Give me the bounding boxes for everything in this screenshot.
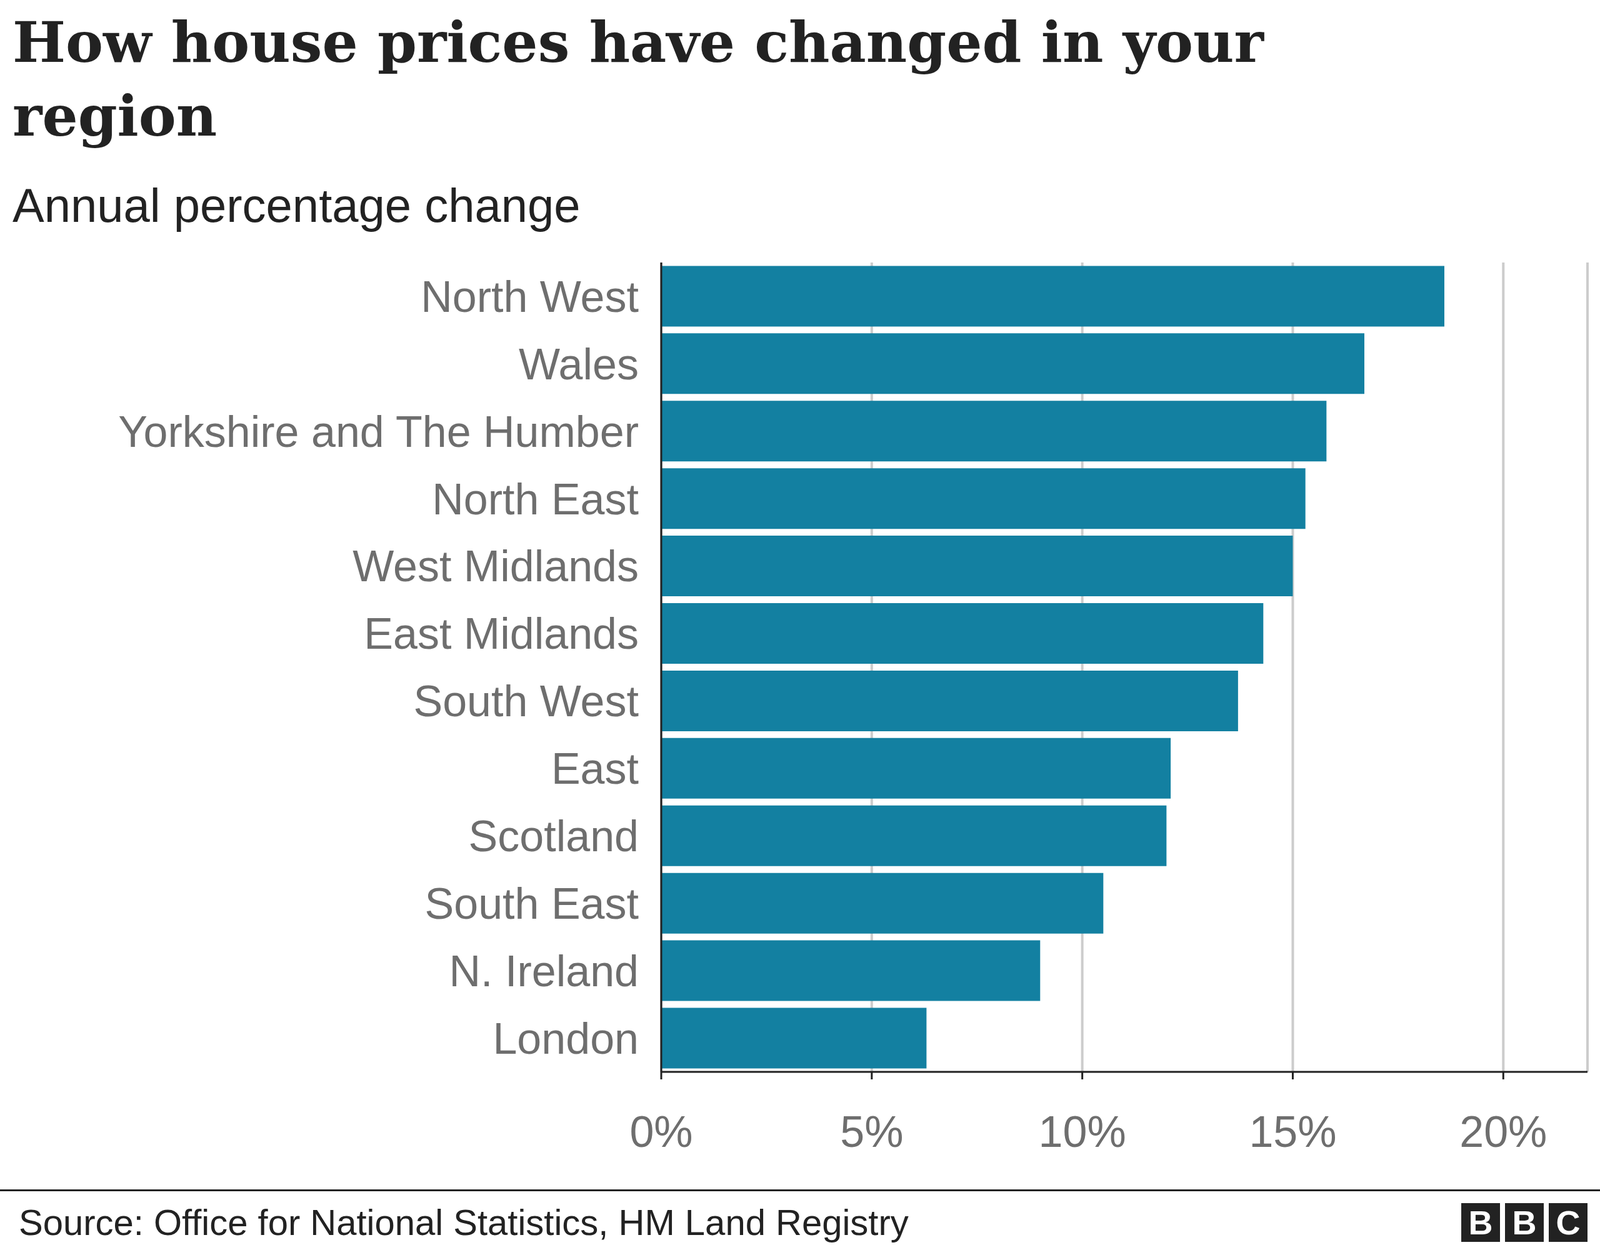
svg-text:South West: South West (413, 676, 639, 726)
html-text:How house prices have changed: How house prices have changed in your re… (12, 8, 1264, 149)
svg-text:North East: North East (431, 475, 639, 524)
html-text:Source: Office for National St: Source: Office for National Statistics, … (18, 1201, 909, 1243)
svg-text:Wales: Wales (518, 340, 639, 389)
svg-text:East Midlands: East Midlands (363, 609, 639, 659)
html-text:B: B (1468, 1203, 1493, 1242)
svg-text:London: London (492, 1014, 639, 1064)
svg-text:10%: 10% (1038, 1107, 1127, 1157)
svg-text:15%: 15% (1248, 1107, 1337, 1157)
svg-text:South East: South East (425, 879, 639, 929)
html-text:C: C (1555, 1203, 1581, 1242)
html-text:B: B (1512, 1203, 1537, 1242)
svg-text:East: East (551, 744, 639, 794)
svg-text:5%: 5% (840, 1107, 904, 1157)
svg-text:West Midlands: West Midlands (352, 541, 639, 591)
svg-text:N. Ireland: N. Ireland (449, 946, 639, 996)
svg-text:North West: North West (420, 272, 639, 322)
svg-text:Yorkshire and The Humber: Yorkshire and The Humber (118, 407, 639, 457)
html-text:Annual percentage change: Annual percentage change (12, 178, 581, 232)
svg-text:Scotland: Scotland (468, 811, 639, 861)
svg-text:0%: 0% (629, 1107, 693, 1157)
svg-text:20%: 20% (1459, 1107, 1547, 1157)
